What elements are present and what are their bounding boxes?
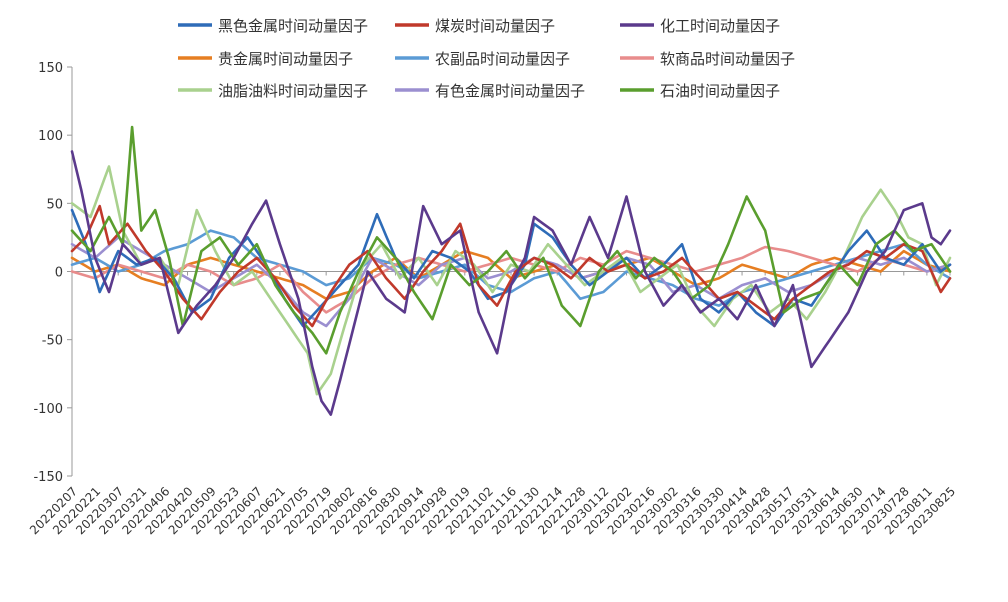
y-tick-label: -100 (33, 402, 63, 417)
legend-label: 石油时间动量因子 (660, 82, 780, 100)
y-tick-label: 50 (46, 197, 63, 212)
x-axis: 2022020720220221202203072022032120220406… (27, 271, 958, 537)
y-tick-label: -50 (42, 334, 63, 349)
legend-label: 贵金属时间动量因子 (218, 50, 353, 68)
series-line-4 (70, 229, 952, 307)
y-tick-label: 150 (38, 61, 63, 76)
series-line-7 (70, 236, 952, 328)
legend-label: 有色金属时间动量因子 (435, 82, 585, 100)
series-lines (70, 125, 952, 416)
series-line-2 (70, 150, 952, 416)
series-line-8 (70, 125, 952, 355)
y-tick-label: 100 (38, 129, 63, 144)
y-tick-label: -150 (33, 470, 63, 485)
legend-label: 煤炭时间动量因子 (435, 17, 555, 35)
y-axis: 150 100 50 0 -50 -100 -150 (33, 61, 73, 485)
legend-label: 化工时间动量因子 (660, 17, 780, 35)
series-line-1 (70, 204, 952, 328)
legend-label: 软商品时间动量因子 (660, 50, 795, 68)
series-line-6 (70, 165, 952, 396)
legend-label: 黑色金属时间动量因子 (218, 17, 368, 35)
legend-label: 油脂油料时间动量因子 (218, 82, 368, 100)
y-tick-label: 0 (55, 266, 63, 281)
legend-label: 农副品时间动量因子 (435, 50, 570, 68)
